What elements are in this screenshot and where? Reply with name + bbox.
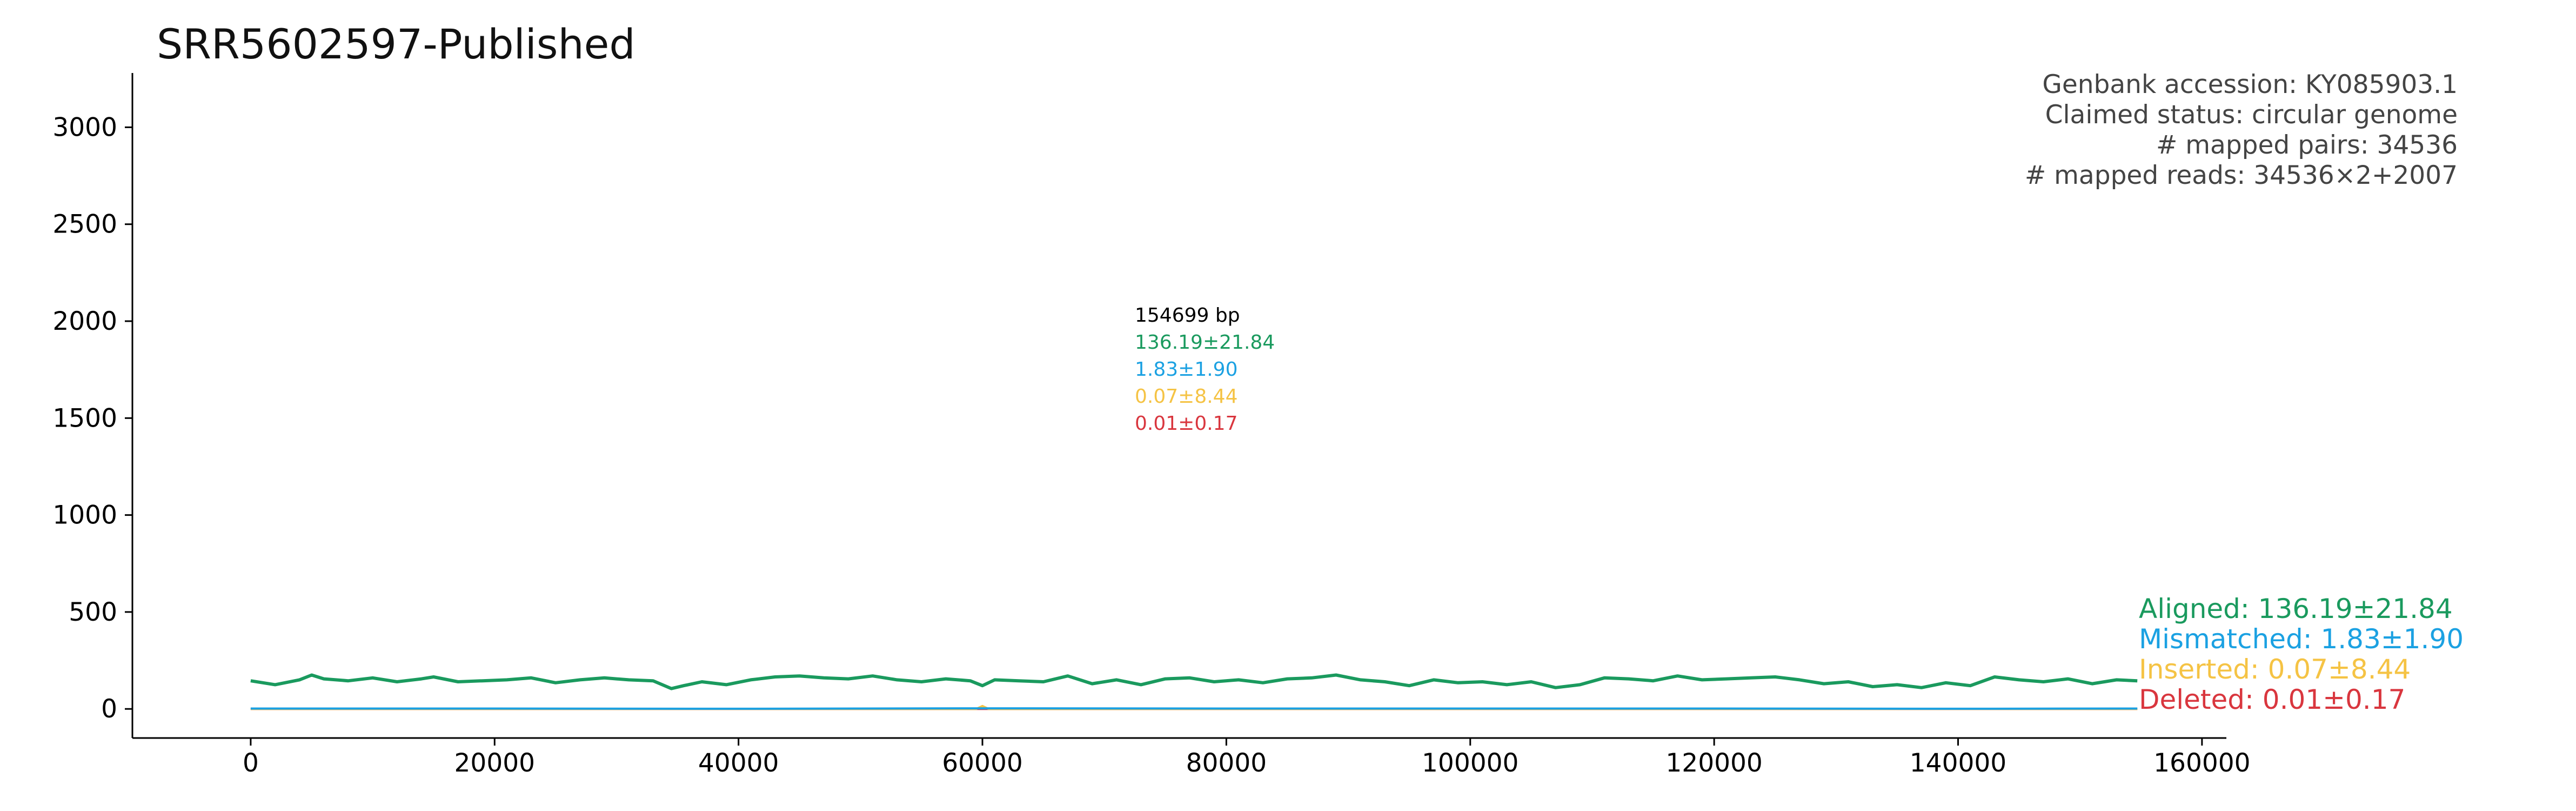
- y-tick-label: 500: [69, 597, 117, 627]
- y-tick-label: 2500: [52, 210, 117, 240]
- genome-length-label: 154699 bp: [1135, 304, 1240, 327]
- center-mismatched-label: 1.83±1.90: [1135, 358, 1237, 381]
- y-tick-label: 0: [101, 694, 117, 724]
- axes: 0 20000 40000 60000 80000 100000 120000 140000 1…: [52, 73, 2251, 778]
- legend-inserted: Inserted: 0.07±8.44: [2139, 654, 2411, 685]
- mapped-reads-label: # mapped reads: 34536×2+2007: [2025, 161, 2458, 190]
- x-tick-label: 140000: [1910, 748, 2006, 778]
- series-line-mismatched: [250, 707, 2138, 710]
- x-tick-label: 80000: [1186, 748, 1267, 778]
- legend-mismatched: Mismatched: 1.83±1.90: [2139, 623, 2464, 655]
- legend-deleted: Deleted: 0.01±0.17: [2139, 684, 2405, 715]
- chart-title: SRR5602597-Published: [157, 20, 635, 68]
- x-tick-label: 120000: [1665, 748, 1762, 778]
- y-tick-label: 2000: [52, 307, 117, 336]
- legend-aligned: Aligned: 136.19±21.84: [2139, 593, 2453, 624]
- center-aligned-label: 136.19±21.84: [1135, 331, 1275, 354]
- annotation-block: Genbank accession: KY085903.1 Claimed st…: [2025, 70, 2458, 190]
- mapped-pairs-label: # mapped pairs: 34536: [2156, 130, 2458, 160]
- x-tick-label: 0: [243, 748, 259, 778]
- series-line-aligned: [250, 673, 2138, 690]
- genbank-accession-label: Genbank accession: KY085903.1: [2042, 70, 2458, 99]
- y-tick-label: 1500: [52, 403, 117, 433]
- y-tick-label: 3000: [52, 112, 117, 142]
- x-tick-label: 100000: [1422, 748, 1518, 778]
- x-tick-label: 160000: [2153, 748, 2250, 778]
- series-layer: [250, 673, 2138, 710]
- x-tick-label: 20000: [454, 748, 536, 778]
- center-stats: 154699 bp 136.19±21.84 1.83±1.90 0.07±8.…: [1135, 304, 1275, 435]
- claimed-status-label: Claimed status: circular genome: [2045, 100, 2458, 130]
- legend: Aligned: 136.19±21.84 Mismatched: 1.83±1…: [2139, 593, 2464, 715]
- center-deleted-label: 0.01±0.17: [1135, 413, 1237, 435]
- y-tick-label: 1000: [52, 501, 117, 530]
- x-tick-label: 40000: [698, 748, 779, 778]
- x-tick-label: 60000: [942, 748, 1023, 778]
- center-inserted-label: 0.07±8.44: [1135, 385, 1237, 408]
